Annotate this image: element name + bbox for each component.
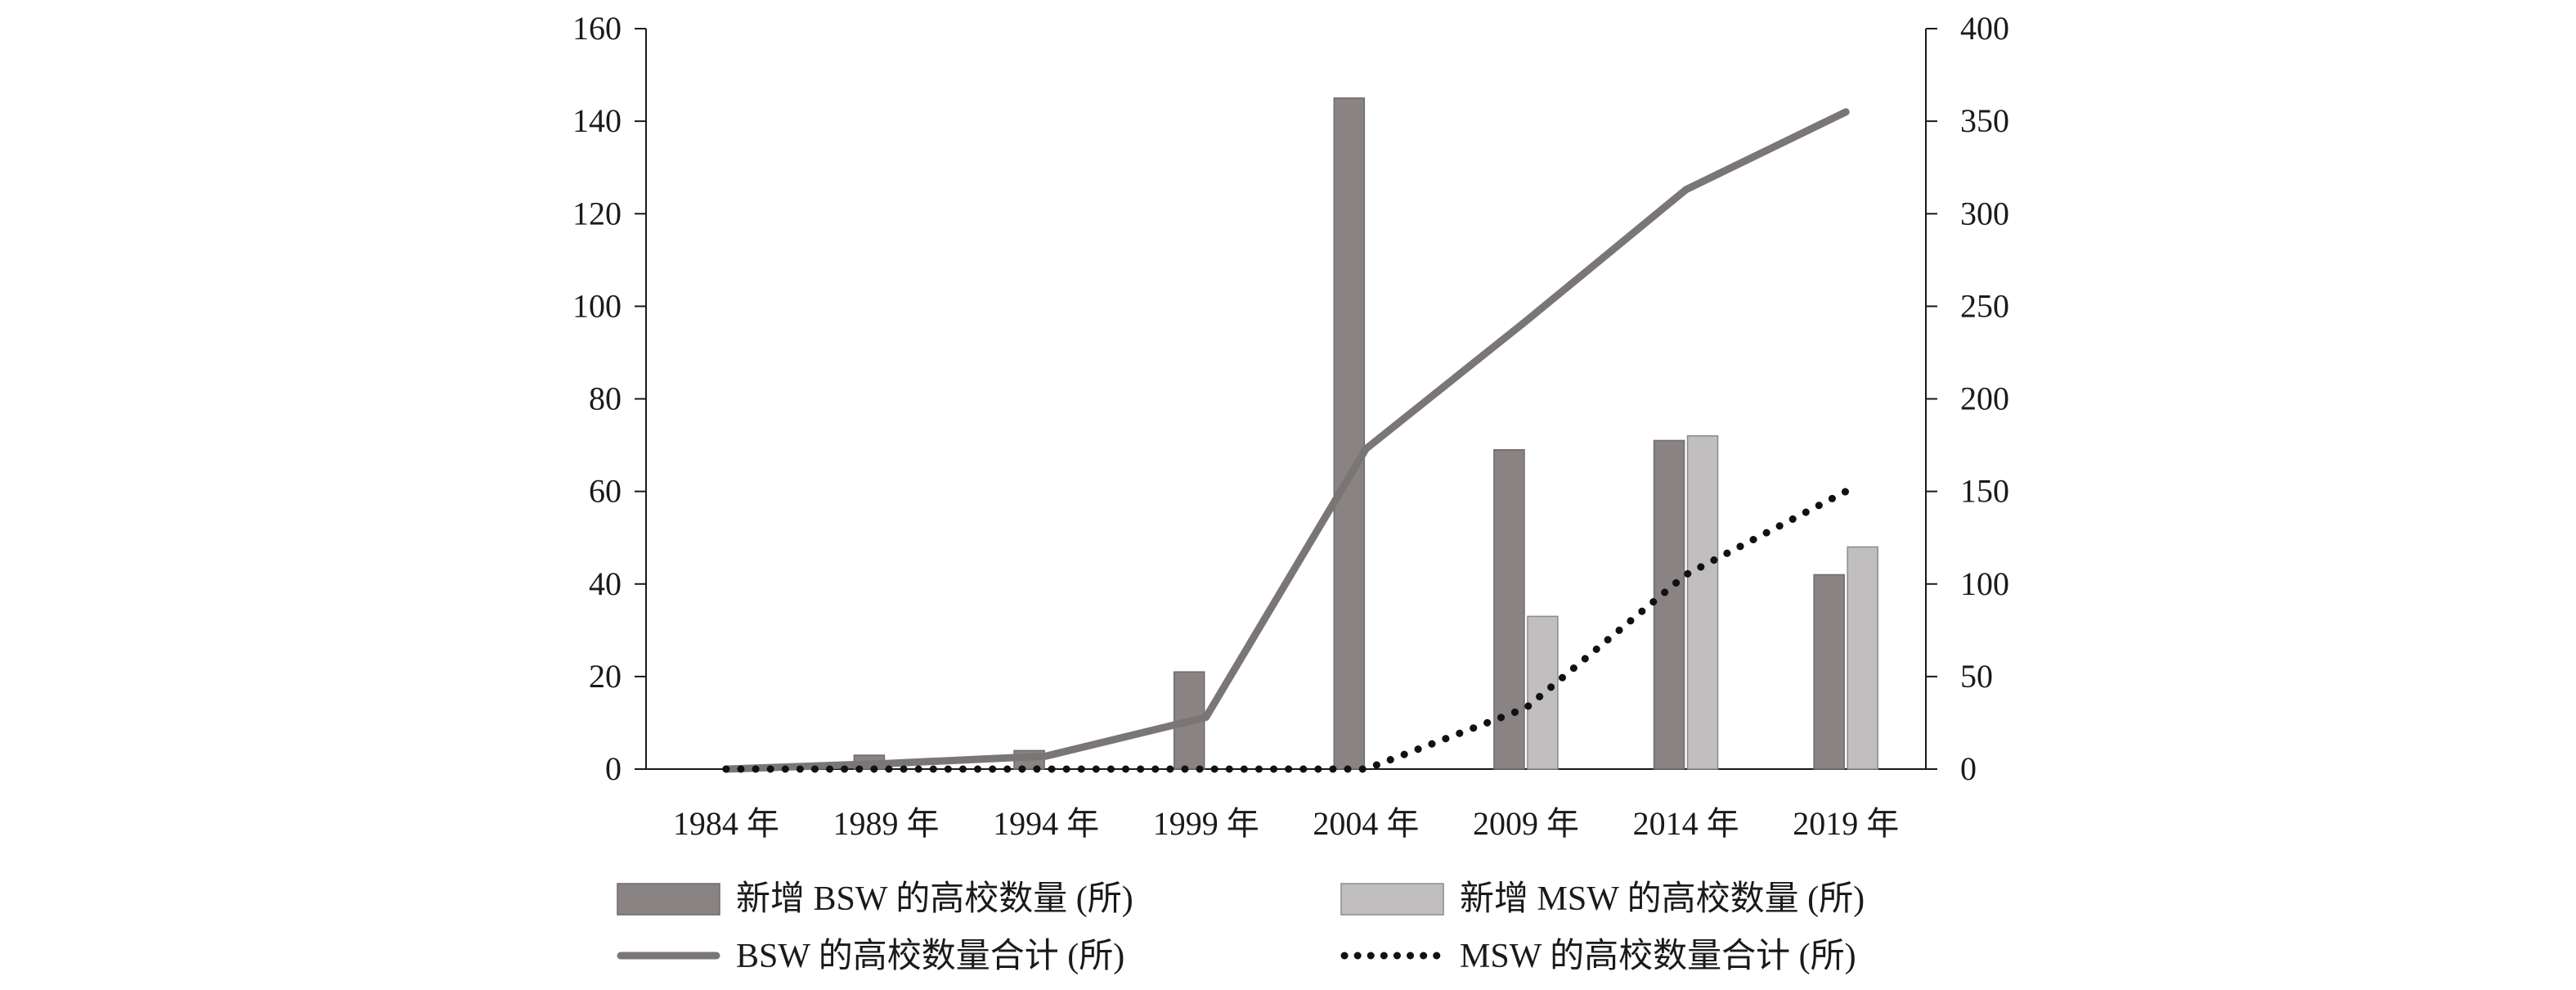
y-left-tick-label: 120 (572, 195, 622, 232)
y-right-tick-label: 200 (1960, 380, 2009, 417)
y-right-tick-label: 300 (1960, 195, 2009, 232)
y-right-tick-label: 0 (1960, 750, 1977, 787)
y-left-tick-label: 80 (589, 380, 622, 417)
y-right-tick-label: 150 (1960, 473, 2009, 510)
x-tick-label: 1994 年 (993, 805, 1099, 842)
line-bsw-total (722, 108, 1850, 773)
y-right-tick-label: 400 (1960, 10, 2009, 47)
bar-msw-new (1847, 546, 1878, 770)
x-tick-label: 2019 年 (1793, 805, 1899, 842)
bar-bsw-new (1813, 574, 1845, 770)
x-tick-label: 1989 年 (832, 805, 939, 842)
y-left-tick-label: 20 (589, 658, 622, 695)
y-right-tick-label: 50 (1960, 658, 1993, 695)
y-left-tick-label: 160 (572, 10, 622, 47)
bar-msw-new (1686, 435, 1719, 770)
y-right-tick-label: 100 (1960, 565, 2009, 602)
axes: 0 20 40 60 80 100 120 140 160 0 50 100 150 200 250 300 3… (572, 10, 2009, 842)
y-left-tick-label: 40 (589, 565, 622, 602)
y-right-tick-label: 250 (1960, 287, 2009, 324)
legend: 新增 BSW 的高校数量 (所) 新增 MSW 的高校数量 (所) BSW 的高校数… (617, 880, 1865, 975)
x-tick-label: 2009 年 (1473, 805, 1579, 842)
bar-msw-new (1527, 615, 1559, 770)
legend-label-3: BSW 的高校数量合计 (所) (736, 938, 1124, 975)
legend-label-4: MSW 的高校数量合计 (所) (1460, 938, 1856, 975)
lines (722, 108, 1850, 773)
y-left-tick-label: 100 (572, 287, 622, 324)
legend-symbol-1 (617, 883, 720, 916)
y-left-tick-label: 60 (589, 473, 622, 510)
y-left-tick-label: 0 (605, 750, 622, 787)
x-tick-label: 2014 年 (1633, 805, 1739, 842)
bar-bsw-new (1493, 448, 1525, 770)
bar-bsw-new (1653, 439, 1685, 770)
line-msw-total (722, 488, 1850, 773)
y-left-tick-label: 140 (572, 102, 622, 139)
legend-label-1: 新增 BSW 的高校数量 (所) (736, 880, 1133, 918)
legend-symbol-2 (1340, 883, 1444, 916)
x-tick-label: 2004 年 (1313, 805, 1419, 842)
x-tick-label: 1984 年 (673, 805, 779, 842)
y-right-tick-label: 350 (1960, 102, 2009, 139)
bars (853, 97, 1878, 770)
x-tick-label: 1999 年 (1153, 805, 1259, 842)
bar-bsw-new (1333, 97, 1366, 770)
legend-label-2: 新增 MSW 的高校数量 (所) (1460, 880, 1865, 918)
